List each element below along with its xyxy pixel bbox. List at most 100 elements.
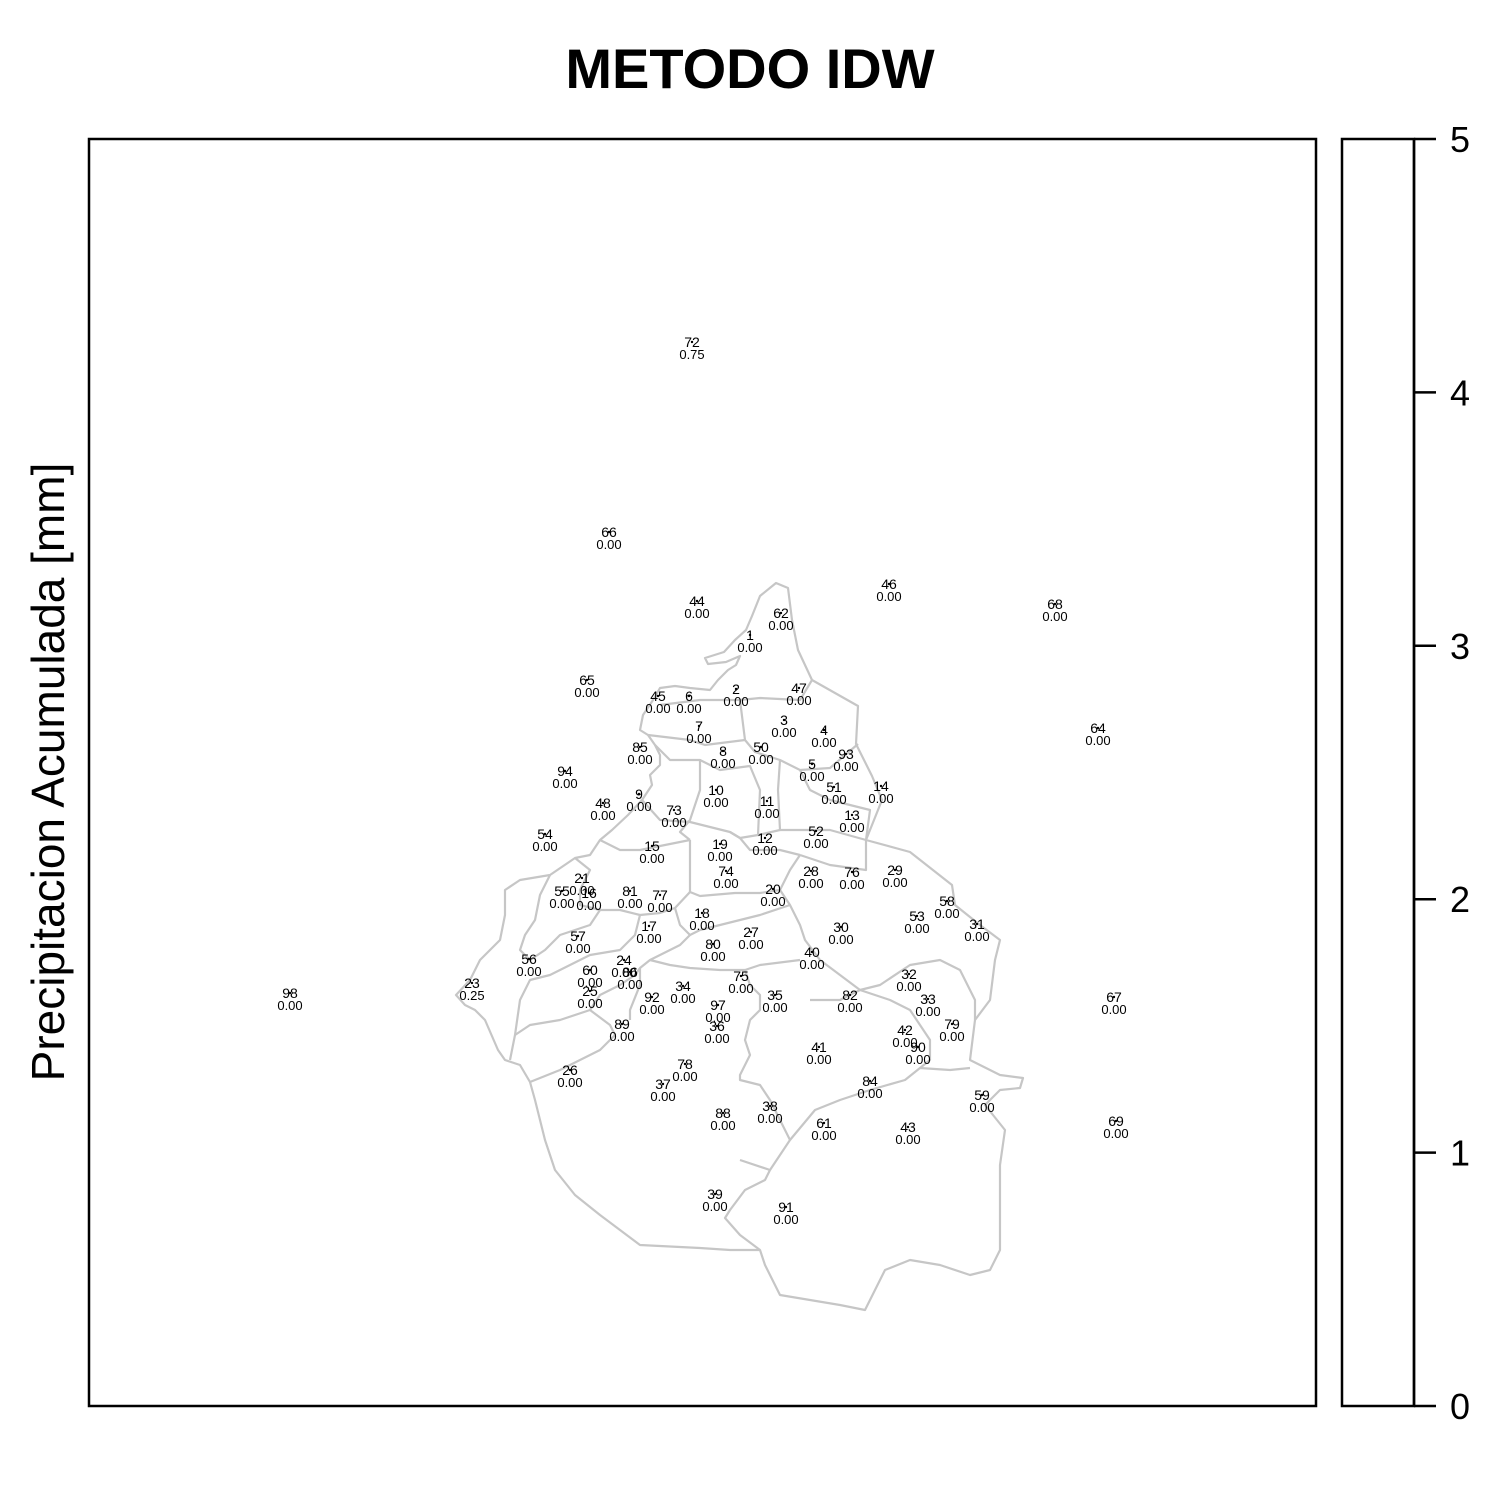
- station-13: 130.00: [839, 807, 864, 835]
- station-value-label: 0.00: [969, 1100, 994, 1115]
- station-point-marker: [543, 832, 547, 836]
- legend-axis: 0 1 2 3 4 5: [1414, 119, 1470, 1427]
- station-value-label: 0.00: [636, 931, 661, 946]
- station-point-marker: [607, 530, 611, 534]
- station-value-label: 0.00: [1101, 1002, 1126, 1017]
- legend-tick-label: 4: [1450, 372, 1470, 413]
- station-point-marker: [576, 934, 580, 938]
- station-39: 390.00: [702, 1186, 727, 1214]
- station-point-marker: [714, 788, 718, 792]
- station-point-marker: [681, 984, 685, 988]
- station-point-marker: [749, 930, 753, 934]
- station-value-label: 0.00: [650, 1089, 675, 1104]
- station-value-label: 0.00: [806, 1052, 831, 1067]
- station-68: 680.00: [1042, 596, 1067, 624]
- station-value-label: 0.00: [839, 820, 864, 835]
- station-41: 410.00: [806, 1039, 831, 1067]
- station-point-marker: [980, 1093, 984, 1097]
- station-point-marker: [916, 1045, 920, 1049]
- station-point-marker: [580, 876, 584, 880]
- station-53: 530.00: [904, 908, 929, 936]
- station-value-label: 0.00: [754, 806, 779, 821]
- station-value-label: 0.00: [882, 875, 907, 890]
- station-29: 290.00: [882, 862, 907, 890]
- station-point-marker: [620, 1022, 624, 1026]
- station-62: 620.00: [768, 605, 793, 633]
- station-point-marker: [879, 784, 883, 788]
- station-value-label: 0.00: [576, 898, 601, 913]
- station-48: 480.00: [590, 795, 615, 823]
- station-36: 360.00: [704, 1018, 729, 1046]
- station-point-marker: [661, 1082, 665, 1086]
- station-point-marker: [672, 808, 676, 812]
- station-65: 650.00: [574, 672, 599, 700]
- station-value-label: 0.00: [837, 1000, 862, 1015]
- station-point-marker: [844, 752, 848, 756]
- station-value-label: 0.00: [839, 877, 864, 892]
- station-19: 190.00: [707, 836, 732, 864]
- station-15: 150.00: [639, 838, 664, 866]
- station-value-label: 0.00: [738, 937, 763, 952]
- station-24: 240.00: [611, 952, 636, 980]
- station-point-marker: [779, 611, 783, 615]
- station-point-marker: [288, 991, 292, 995]
- station-value-label: 0.75: [679, 347, 704, 362]
- station-point-marker: [695, 599, 699, 603]
- station-value-label: 0.00: [596, 537, 621, 552]
- station-89: 890.00: [609, 1016, 634, 1044]
- station-point-marker: [711, 942, 715, 946]
- station-81: 810.00: [617, 883, 642, 911]
- station-point-marker: [906, 1125, 910, 1129]
- station-72: 720.75: [679, 334, 704, 362]
- station-35: 350.00: [762, 987, 787, 1015]
- station-value-label: 0.00: [768, 618, 793, 633]
- station-86: 860.00: [617, 964, 642, 992]
- station-point-marker: [721, 1111, 725, 1115]
- station-value-label: 0.00: [760, 894, 785, 909]
- station-point-marker: [784, 1205, 788, 1209]
- station-40: 400.00: [799, 944, 824, 972]
- station-value-label: 0.00: [939, 1029, 964, 1044]
- station-point-marker: [587, 891, 591, 895]
- station-value-label: 0.00: [590, 808, 615, 823]
- station-point-marker: [560, 889, 564, 893]
- legend-tick-label: 2: [1450, 879, 1470, 920]
- station-value-label: 0.00: [577, 996, 602, 1011]
- station-value-label: 0.00: [557, 1075, 582, 1090]
- station-point-marker: [903, 1028, 907, 1032]
- station-47: 470.00: [786, 680, 811, 708]
- station-point-marker: [763, 836, 767, 840]
- station-point-marker: [724, 869, 728, 873]
- legend-tick-label: 5: [1450, 119, 1470, 160]
- station-38: 380.00: [757, 1098, 782, 1126]
- station-point-marker: [585, 678, 589, 682]
- station-point-marker: [1114, 1119, 1118, 1123]
- station-97: 970.00: [705, 997, 730, 1025]
- station-point-marker: [683, 1062, 687, 1066]
- station-2: 20.00: [723, 681, 748, 709]
- station-52: 520.00: [803, 823, 828, 851]
- station-point-marker: [926, 997, 930, 1001]
- station-value-label: 0.00: [689, 918, 714, 933]
- boundary-lines: [454, 581, 1025, 1312]
- station-value-label: 0.00: [552, 776, 577, 791]
- station-73: 730.00: [661, 802, 686, 830]
- station-value-label: 0.00: [713, 876, 738, 891]
- station-point-marker: [822, 1121, 826, 1125]
- station-value-label: 0.00: [577, 975, 602, 990]
- station-value-label: 0.00: [627, 752, 652, 767]
- station-85: 850.00: [627, 739, 652, 767]
- station-value-label: 0.00: [639, 1002, 664, 1017]
- station-79: 790.00: [939, 1016, 964, 1044]
- station-5: 50.00: [799, 756, 824, 784]
- station-point-marker: [907, 972, 911, 976]
- station-value-label: 0.00: [626, 799, 651, 814]
- station-10: 100.00: [703, 782, 728, 810]
- station-point-marker: [765, 799, 769, 803]
- station-33: 330.00: [915, 991, 940, 1019]
- station-55: 550.00: [549, 883, 574, 911]
- station-value-label: 0.00: [1103, 1126, 1128, 1141]
- station-94: 940.00: [552, 763, 577, 791]
- station-69: 690.00: [1103, 1113, 1128, 1141]
- station-4: 40.00: [811, 722, 836, 750]
